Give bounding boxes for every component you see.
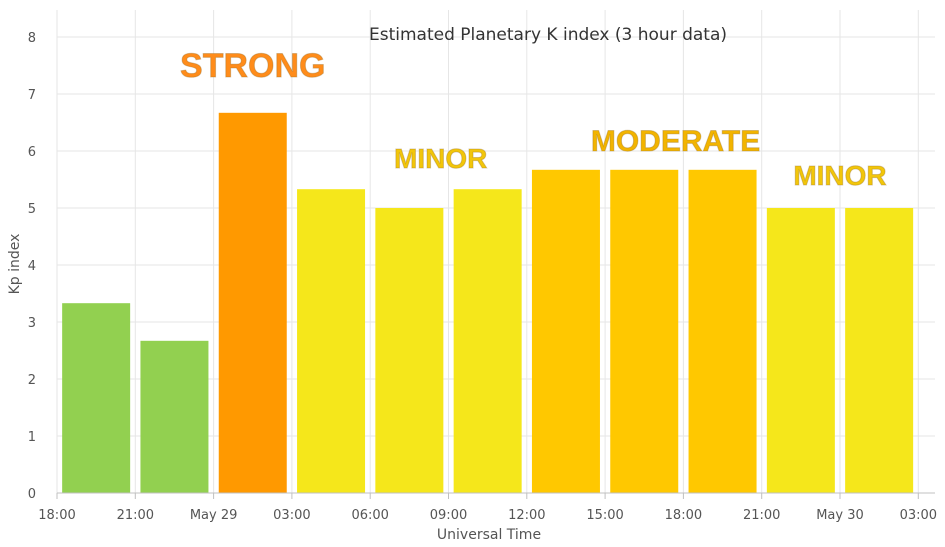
x-tick-label: 21:00 [743,508,780,523]
bars-layer [62,112,914,493]
x-tick-label: 21:00 [117,508,154,523]
y-tick-label: 5 [28,202,36,217]
kp-bar [375,208,444,493]
chart-title: Estimated Planetary K index (3 hour data… [369,25,727,45]
kp-bar [766,208,835,493]
severity-annotation: MINOR [394,143,487,174]
x-tick-label: 18:00 [38,508,75,523]
x-tick-label: May 30 [816,508,864,523]
y-tick-label: 3 [28,316,36,331]
y-tick-label: 2 [28,373,36,388]
kp-bar [140,340,209,493]
y-axis-title: Kp index [7,234,23,295]
y-tick-label: 8 [28,31,36,46]
x-tick-label: 12:00 [508,508,545,523]
kp-bar [845,208,914,493]
severity-annotation: STRONG [180,47,325,85]
x-tick-label: 06:00 [351,508,388,523]
x-axis-title: Universal Time [437,527,541,543]
y-tick-label: 7 [28,88,36,103]
x-tick-label: 03:00 [900,508,937,523]
axis-layer: 0 1 2 3 4 5 6 7 8 18:00 21:00 May 29 03:00 06:00 09:00… [28,31,937,523]
kp-bar [610,169,679,493]
x-tick-label: 03:00 [273,508,310,523]
y-tick-label: 4 [28,259,36,274]
annotation-layer: STRONG MINOR MODERATE MINOR [180,46,888,191]
kp-bar [688,169,757,493]
x-tick-label: 09:00 [430,508,467,523]
kp-bar [218,112,287,493]
y-tick-label: 6 [28,145,36,160]
x-tick-label: 15:00 [586,508,623,523]
x-tick-label: May 29 [190,508,238,523]
kp-bar [62,303,131,493]
y-tick-label: 1 [28,430,36,445]
kp-bar [453,189,522,493]
severity-annotation: MODERATE [591,125,760,158]
y-tick-label: 0 [28,487,36,502]
kp-bar [531,169,600,493]
kp-bar [297,189,366,493]
x-tick-label: 18:00 [665,508,702,523]
severity-annotation: MINOR [793,160,886,191]
